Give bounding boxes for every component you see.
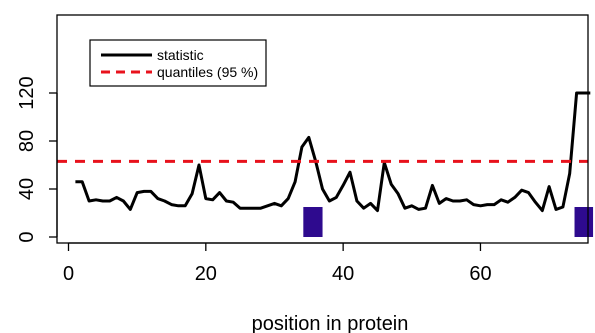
x-axis-label: position in protein — [252, 313, 409, 333]
y-axis: 0 40 80 120 — [16, 76, 58, 243]
y-tick-label: 40 — [16, 178, 38, 200]
highlight-bar-2 — [574, 207, 594, 237]
legend: statistic quantiles (95 %) — [89, 39, 267, 87]
y-tick-label: 80 — [16, 130, 38, 152]
y-tick-label: 120 — [16, 76, 38, 109]
series-lines — [57, 91, 591, 213]
x-tick-label: 60 — [469, 263, 491, 285]
x-axis: 0 20 40 60 — [63, 242, 492, 285]
legend-box — [89, 39, 267, 87]
x-tick-label: 20 — [195, 263, 217, 285]
x-tick-label: 0 — [63, 263, 74, 285]
legend-label-quantiles: quantiles (95 %) — [157, 64, 258, 80]
series-line-statistic — [75, 91, 591, 213]
legend-label-statistic: statistic — [157, 47, 204, 63]
highlight-bars — [303, 207, 594, 237]
x-tick-label: 40 — [332, 263, 354, 285]
highlight-bar-1 — [303, 207, 323, 237]
y-tick-label: 0 — [16, 231, 38, 242]
